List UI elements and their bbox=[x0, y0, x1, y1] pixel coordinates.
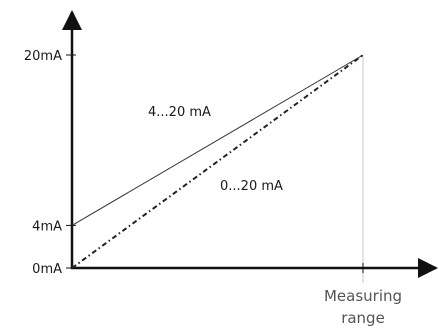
x-axis-label-line-2: range bbox=[341, 309, 385, 327]
series-line-4-20 bbox=[71, 54, 364, 226]
series-label-4-20: 4...20 mA bbox=[148, 105, 211, 120]
y-tick-label-0: 0mA bbox=[32, 262, 62, 277]
y-ticks: 0mA 4mA 20mA bbox=[24, 49, 76, 277]
series-label-0-20: 0...20 mA bbox=[220, 179, 283, 194]
x-axis-label-line-1: Measuring bbox=[324, 287, 402, 305]
series-line-0-20 bbox=[71, 54, 364, 269]
y-tick-label-20: 20mA bbox=[24, 49, 62, 64]
y-tick-label-4: 4mA bbox=[32, 219, 62, 234]
